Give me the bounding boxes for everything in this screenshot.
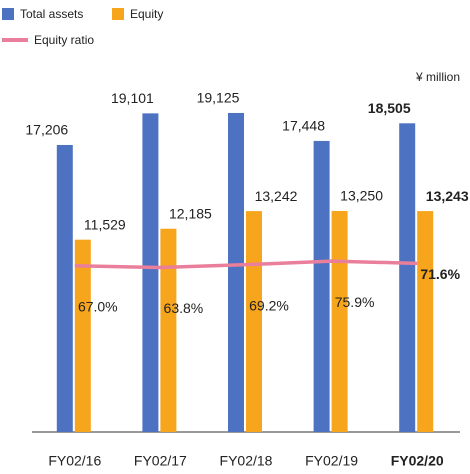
legend-label: Total assets xyxy=(20,7,83,21)
x-tick-label: FY02/17 xyxy=(134,453,187,469)
bar xyxy=(399,123,416,433)
bar xyxy=(417,211,434,432)
unit-label: ¥ million xyxy=(415,70,460,84)
bar xyxy=(313,140,330,432)
legend-label: Equity ratio xyxy=(34,33,94,47)
ratio-label: 67.0% xyxy=(78,299,118,315)
ratio-label: 75.9% xyxy=(335,294,375,310)
ratio-line xyxy=(74,259,418,270)
legend-swatch xyxy=(112,8,124,20)
value-label: 13,243 xyxy=(426,188,469,204)
ratio-label: 69.2% xyxy=(249,297,289,313)
ratio-label: 63.8% xyxy=(164,300,204,316)
legend-swatch xyxy=(2,8,14,20)
legend-label: Equity xyxy=(130,7,163,21)
value-label: 17,448 xyxy=(282,118,325,134)
bar xyxy=(228,112,244,432)
value-label: 13,242 xyxy=(255,188,298,204)
value-label: 18,505 xyxy=(368,100,411,116)
ratio-label: 71.6% xyxy=(420,266,460,282)
x-tick-label: FY02/19 xyxy=(305,453,358,469)
bar xyxy=(246,211,262,432)
value-label: 12,185 xyxy=(169,205,212,221)
value-label: 11,529 xyxy=(84,216,126,232)
x-tick-label: FY02/16 xyxy=(48,453,101,469)
x-tick-label: FY02/20 xyxy=(391,453,444,469)
bar xyxy=(56,144,73,432)
bar xyxy=(142,113,159,432)
value-label: 19,125 xyxy=(197,90,240,106)
value-label: 13,250 xyxy=(340,188,383,204)
value-label: 17,206 xyxy=(25,122,68,138)
value-label: 19,101 xyxy=(111,90,154,106)
x-tick-label: FY02/18 xyxy=(220,453,273,469)
bar xyxy=(331,210,348,432)
bar xyxy=(74,239,91,432)
bar xyxy=(160,228,177,432)
